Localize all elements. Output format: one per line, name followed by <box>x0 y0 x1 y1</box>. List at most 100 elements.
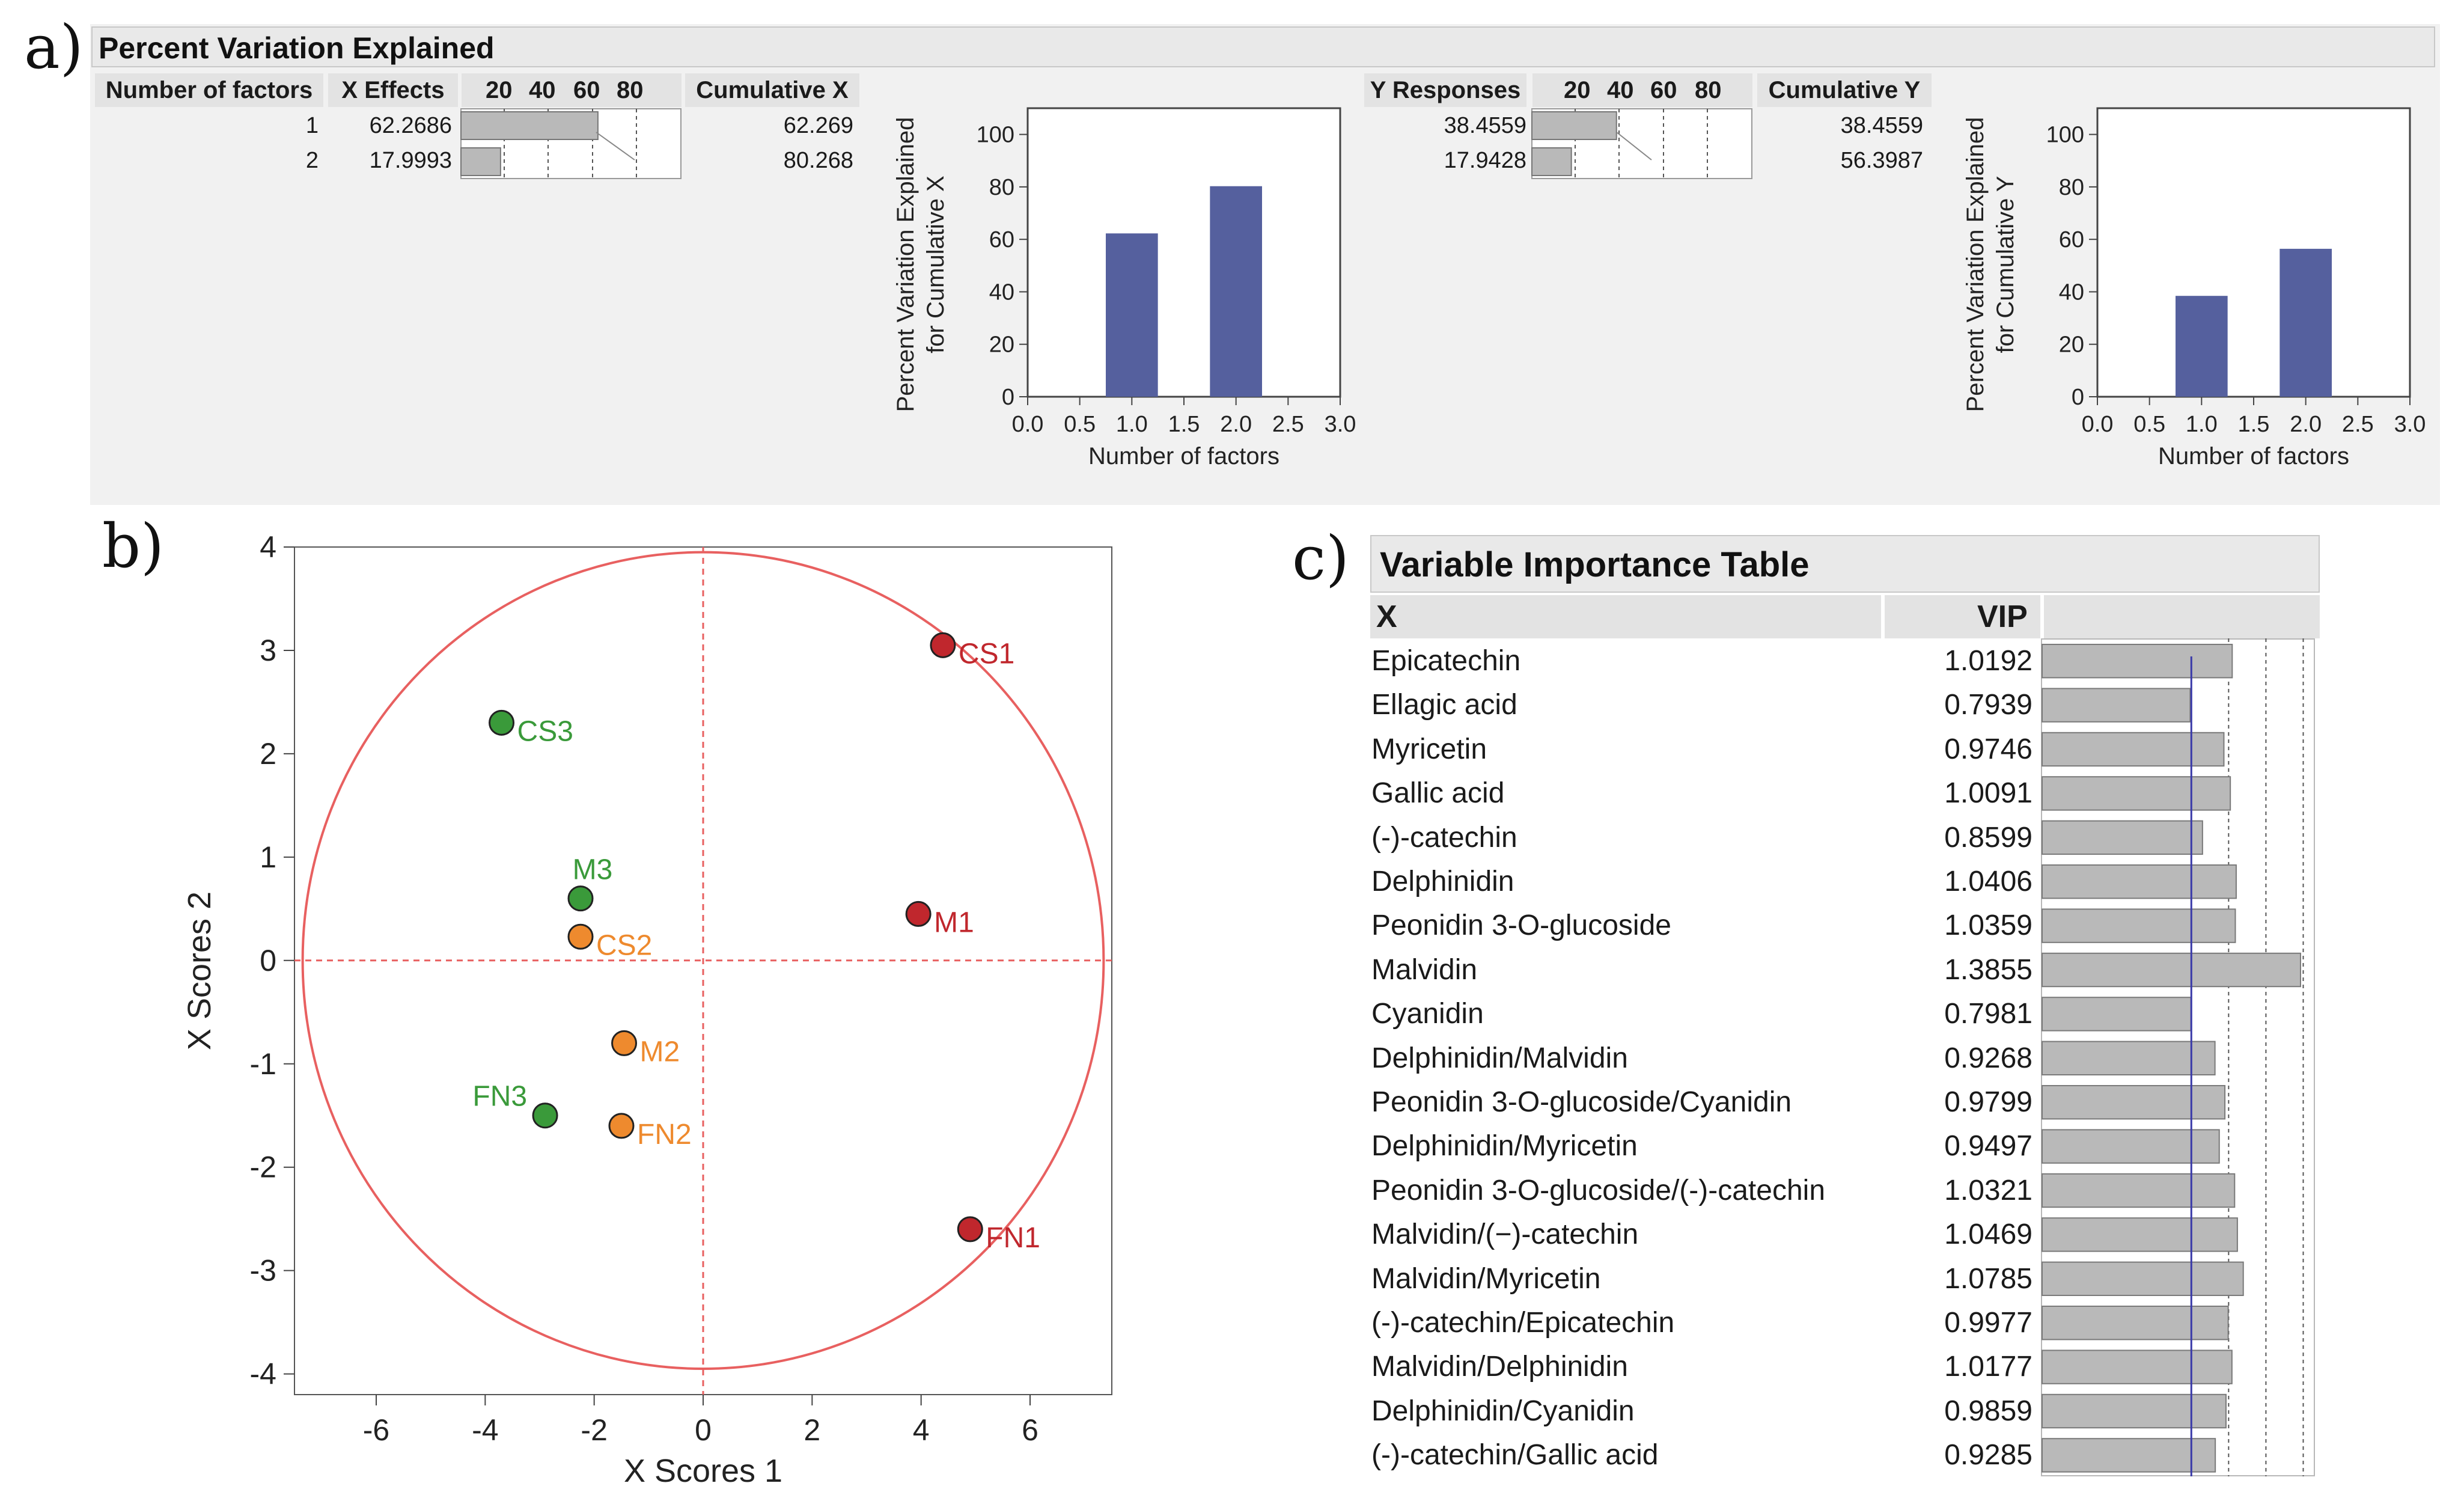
vip-row: Delphinidin/Myricetin 0.9497 <box>1371 1123 2309 1167</box>
y-tick-label: 20 <box>989 332 1014 358</box>
vip-value: 0.7939 <box>1944 689 2032 721</box>
x-effects-bar-box <box>460 108 682 179</box>
x-effect-bar-1 <box>460 111 599 140</box>
vip-row: Delphinidin 1.0406 <box>1371 859 2309 903</box>
vip-value: 1.0785 <box>1944 1262 2032 1295</box>
y-tick-label: 3 <box>260 634 276 667</box>
point-cs3 <box>489 709 515 736</box>
panel-label-c: c) <box>1292 523 1350 593</box>
point-label-fn1: FN1 <box>986 1222 1040 1254</box>
bar-2 <box>2280 248 2332 397</box>
point-label-fn2: FN2 <box>637 1119 692 1151</box>
y-tick-label: -2 <box>250 1151 276 1184</box>
y-tick-label: 20 <box>2059 332 2084 358</box>
y-tick-label: 40 <box>2059 280 2084 305</box>
y-tick-label: 100 <box>2046 123 2084 148</box>
vip-value: 1.0321 <box>1944 1174 2032 1206</box>
vip-value: 0.9799 <box>1944 1086 2032 1118</box>
x-effect-bar-2 <box>460 147 501 176</box>
vip-bar <box>2042 1129 2220 1164</box>
vip-bar <box>2042 864 2237 899</box>
vip-row: Malvidin/Delphinidin 1.0177 <box>1371 1344 2309 1388</box>
vip-table-title[interactable]: Variable Importance Table <box>1370 535 2320 593</box>
vip-value: 1.0359 <box>1944 909 2032 942</box>
col-header-x-effects: X Effects <box>328 73 458 107</box>
x-tick-label: -6 <box>363 1413 389 1447</box>
point-label-m1: M1 <box>934 906 974 938</box>
x-row-1-effect: 62.2686 <box>369 113 452 138</box>
point-m3 <box>567 885 594 912</box>
cumulative-y-bar-chart: 0 20 40 60 80 100 0.0 0.5 1.0 1.5 2.0 2.5 3.0 Number … <box>1962 107 2426 469</box>
y-tick-label: 60 <box>2059 227 2084 252</box>
percent-variation-title[interactable]: Percent Variation Explained <box>91 26 2435 67</box>
y-effects-bar-box <box>1531 108 1752 179</box>
vip-row: Gallic acid 1.0091 <box>1371 771 2309 815</box>
vip-variable-name: Peonidin 3-O-glucoside <box>1371 909 1671 942</box>
y-effect-bar-1 <box>1531 111 1617 140</box>
vip-bar <box>2042 776 2231 811</box>
x-axis-label: Number of factors <box>2158 443 2349 469</box>
vip-value: 1.0469 <box>1944 1218 2032 1251</box>
x-tick-label: 1.0 <box>1116 412 1148 437</box>
x-tick-label: 2 <box>804 1413 820 1447</box>
point-label-m2: M2 <box>640 1036 680 1068</box>
vip-variable-name: (-)-catechin/Epicatechin <box>1371 1307 1675 1339</box>
bar-1 <box>2176 296 2228 397</box>
vip-bar-chart <box>2041 638 2315 1476</box>
x-axis-label: X Scores 1 <box>624 1453 782 1489</box>
plot-frame <box>2096 107 2411 398</box>
vip-bar <box>2042 908 2236 943</box>
vip-bar <box>2042 952 2301 988</box>
x-row-2-effect: 17.9993 <box>369 148 452 173</box>
vip-bar <box>2042 1393 2227 1429</box>
x-effects-scale-header: 20 40 60 80 <box>462 73 682 107</box>
panel-label-a: a) <box>24 12 84 82</box>
x-tick-label: 0.5 <box>1064 412 1096 437</box>
x-tick-label: 2.5 <box>1272 412 1304 437</box>
vip-row: Myricetin 0.9746 <box>1371 727 2309 771</box>
scale-80: 80 <box>617 77 644 103</box>
y-row-2-cumulative: 56.3987 <box>1840 148 1923 173</box>
vip-variable-name: Cyanidin <box>1371 998 1484 1030</box>
vip-row: (-)-catechin/Gallic acid 0.9285 <box>1371 1432 2309 1476</box>
vip-variable-name: Delphinidin/Myricetin <box>1371 1130 1638 1163</box>
y-axis-label-line2: for Cumulative Y <box>1992 176 2019 353</box>
y-effect-bar-2 <box>1531 147 1572 176</box>
vip-row: (-)-catechin/Epicatechin 0.9977 <box>1371 1300 2309 1344</box>
vip-value: 1.3855 <box>1944 953 2032 986</box>
vip-bar <box>2042 1261 2244 1296</box>
vip-variable-name: Ellagic acid <box>1371 689 1517 721</box>
x-tick-label: 3.0 <box>1325 412 1356 437</box>
col-header-cumulative-y: Cumulative Y <box>1757 73 1932 107</box>
vip-bar <box>2042 1085 2226 1120</box>
point-label-fn3: FN3 <box>472 1081 527 1113</box>
y-tick-label: 80 <box>2059 175 2084 200</box>
vip-variable-name: Delphinidin/Malvidin <box>1371 1042 1628 1074</box>
x-row-2-n: 2 <box>305 148 319 173</box>
vip-bar <box>2042 1438 2216 1473</box>
vip-variable-name: Malvidin <box>1371 953 1478 986</box>
vip-bar <box>2042 1173 2236 1208</box>
y-row-1-effect: 38.4559 <box>1444 113 1526 138</box>
vip-value: 0.7981 <box>1944 998 2032 1030</box>
vip-variable-name: (-)-catechin/Gallic acid <box>1371 1439 1659 1472</box>
bar-1 <box>1106 233 1158 397</box>
vip-variable-name: Delphinidin/Cyanidin <box>1371 1395 1635 1427</box>
y-tick-label: 0 <box>2072 385 2084 410</box>
x-row-1-n: 1 <box>305 113 319 138</box>
vip-value: 0.9977 <box>1944 1307 2032 1339</box>
plot-frame <box>1026 107 1341 398</box>
vip-row: Delphinidin/Malvidin 0.9268 <box>1371 1036 2309 1080</box>
x-tick-label: 1.0 <box>2186 412 2218 437</box>
x-axis-label: Number of factors <box>1088 443 1279 469</box>
vip-variable-name: Gallic acid <box>1371 777 1505 810</box>
y-row-2-effect: 17.9428 <box>1444 148 1526 173</box>
x-tick-label: 1.5 <box>2238 412 2270 437</box>
scale-20: 20 <box>1564 77 1591 103</box>
vip-variable-name: (-)-catechin <box>1371 821 1517 854</box>
vip-header-row <box>1370 595 2320 638</box>
x-tick-label: 4 <box>913 1413 930 1447</box>
point-label-cs3: CS3 <box>517 715 573 747</box>
point-fn3 <box>532 1102 558 1129</box>
col-divider <box>2040 595 2044 638</box>
